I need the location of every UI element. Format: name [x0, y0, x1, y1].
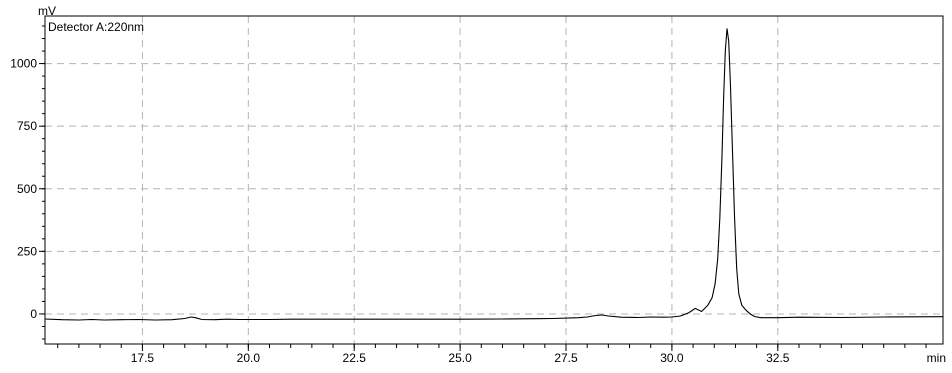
x-axis-unit: min: [927, 351, 946, 365]
x-tick-label: 32.5: [766, 351, 790, 365]
x-tick-label: 30.0: [660, 351, 684, 365]
x-tick-label: 25.0: [448, 351, 472, 365]
x-tick-label: 22.5: [343, 351, 367, 365]
y-tick-label: 500: [17, 182, 37, 196]
y-tick-label: 250: [17, 244, 37, 258]
detector-label: Detector A:220nm: [48, 20, 144, 34]
x-tick-label: 17.5: [131, 351, 155, 365]
y-axis-unit: mV: [38, 4, 56, 18]
y-tick-label: 1000: [10, 57, 37, 71]
chromatogram-trace: [44, 28, 944, 321]
grid-lines: [45, 16, 943, 344]
x-tick-label: 27.5: [554, 351, 578, 365]
axis-ticks: 17.5 20.0 22.5 25.0 27.5 30.0 32.5 0 250 500 750 10…: [10, 25, 927, 365]
y-tick-label: 0: [30, 307, 37, 321]
y-tick-label: 750: [17, 119, 37, 133]
plot-frame: [44, 15, 944, 345]
x-tick-label: 20.0: [237, 351, 261, 365]
